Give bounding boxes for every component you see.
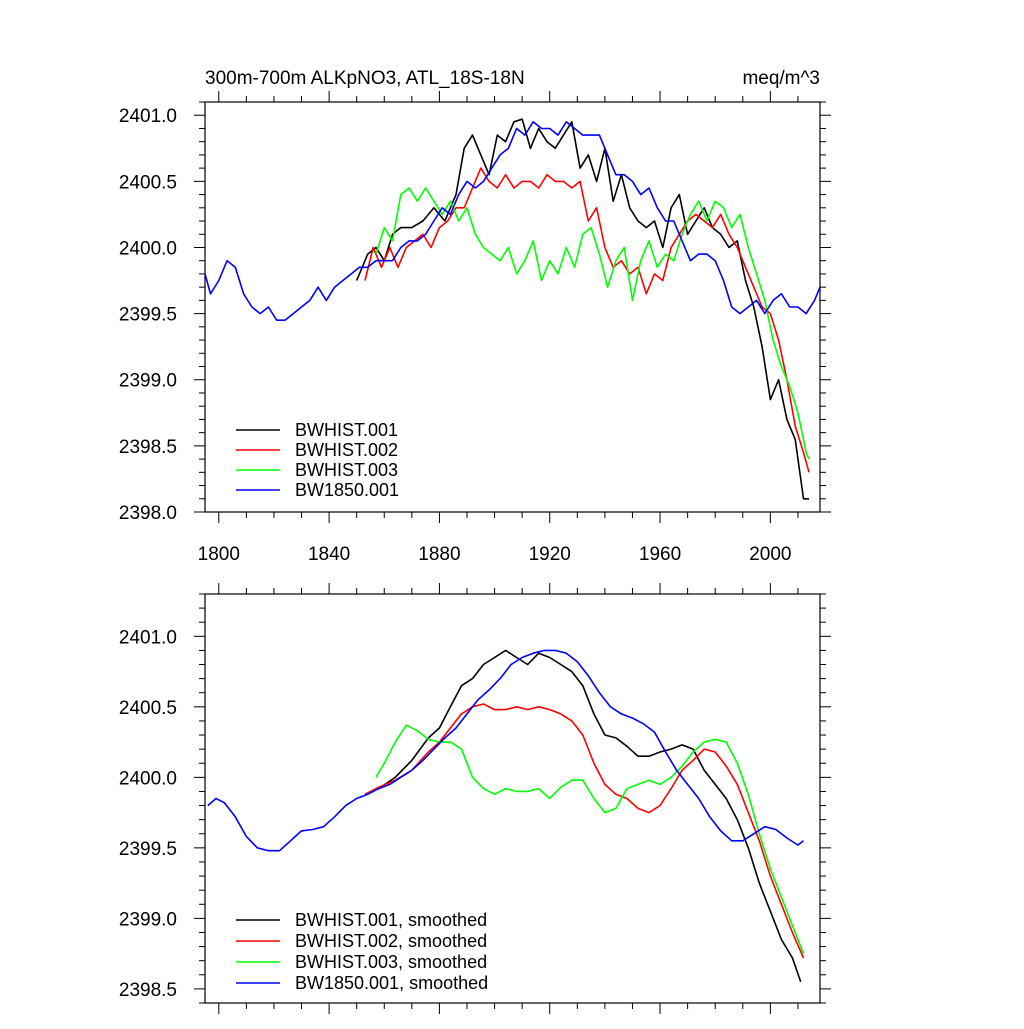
y-tick-label: 2398.5 — [119, 980, 177, 1001]
series-line-2 — [364, 703, 805, 959]
legend-label-1: BWHIST.001 — [295, 420, 398, 440]
y-tick-label: 2400.0 — [119, 768, 177, 789]
x-tick-label: 1920 — [529, 544, 571, 565]
series-line-4 — [204, 121, 821, 321]
y-tick-label: 2401.0 — [119, 627, 177, 648]
series-line-1 — [364, 649, 802, 983]
legend-label-2: BWHIST.002, smoothed — [295, 931, 487, 951]
legend-label-1: BWHIST.001, smoothed — [295, 910, 487, 930]
x-tick-label: 1800 — [198, 544, 240, 565]
series-line-3 — [375, 724, 805, 954]
legend-label-3: BWHIST.003, smoothed — [295, 952, 487, 972]
x-tick-label: 1840 — [308, 544, 350, 565]
legend-label-3: BWHIST.003 — [295, 460, 398, 480]
x-tick-label: 2000 — [749, 544, 791, 565]
y-tick-label: 2399.5 — [119, 305, 177, 326]
x-tick-label: 1880 — [418, 544, 460, 565]
y-tick-label: 2399.5 — [119, 839, 177, 860]
legend-label-4: BW1850.001 — [295, 480, 399, 500]
legend-label-4: BW1850.001, smoothed — [295, 973, 488, 993]
y-tick-label: 2400.0 — [119, 238, 177, 259]
chart-title: 300m-700m ALKpNO3, ATL_18S-18N — [205, 68, 525, 89]
y-tick-label: 2398.0 — [119, 503, 177, 524]
y-tick-label: 2398.5 — [119, 437, 177, 458]
series-line-2 — [364, 167, 810, 473]
series-line-3 — [375, 187, 810, 460]
plot-frame — [204, 593, 821, 1004]
x-tick-label: 1960 — [639, 544, 681, 565]
y-tick-label: 2399.0 — [119, 371, 177, 392]
units-label: meq/m^3 — [742, 68, 820, 89]
legend-label-2: BWHIST.002 — [295, 440, 398, 460]
y-tick-label: 2401.0 — [119, 106, 177, 127]
series-line-1 — [355, 118, 809, 500]
chart-panel-2: 2398.5 2399.0 2399.5 2400.0 2400.5 2401.0 BWHI… — [119, 583, 831, 1014]
chart-panel-1: 1800 1840 1880 1920 1960 2000 2398.0 2398.5 2399… — [119, 68, 831, 565]
series-line-4 — [207, 649, 804, 852]
plot-frame — [204, 101, 821, 513]
y-tick-label: 2399.0 — [119, 909, 177, 930]
y-tick-label: 2400.5 — [119, 172, 177, 193]
y-tick-label: 2400.5 — [119, 698, 177, 719]
